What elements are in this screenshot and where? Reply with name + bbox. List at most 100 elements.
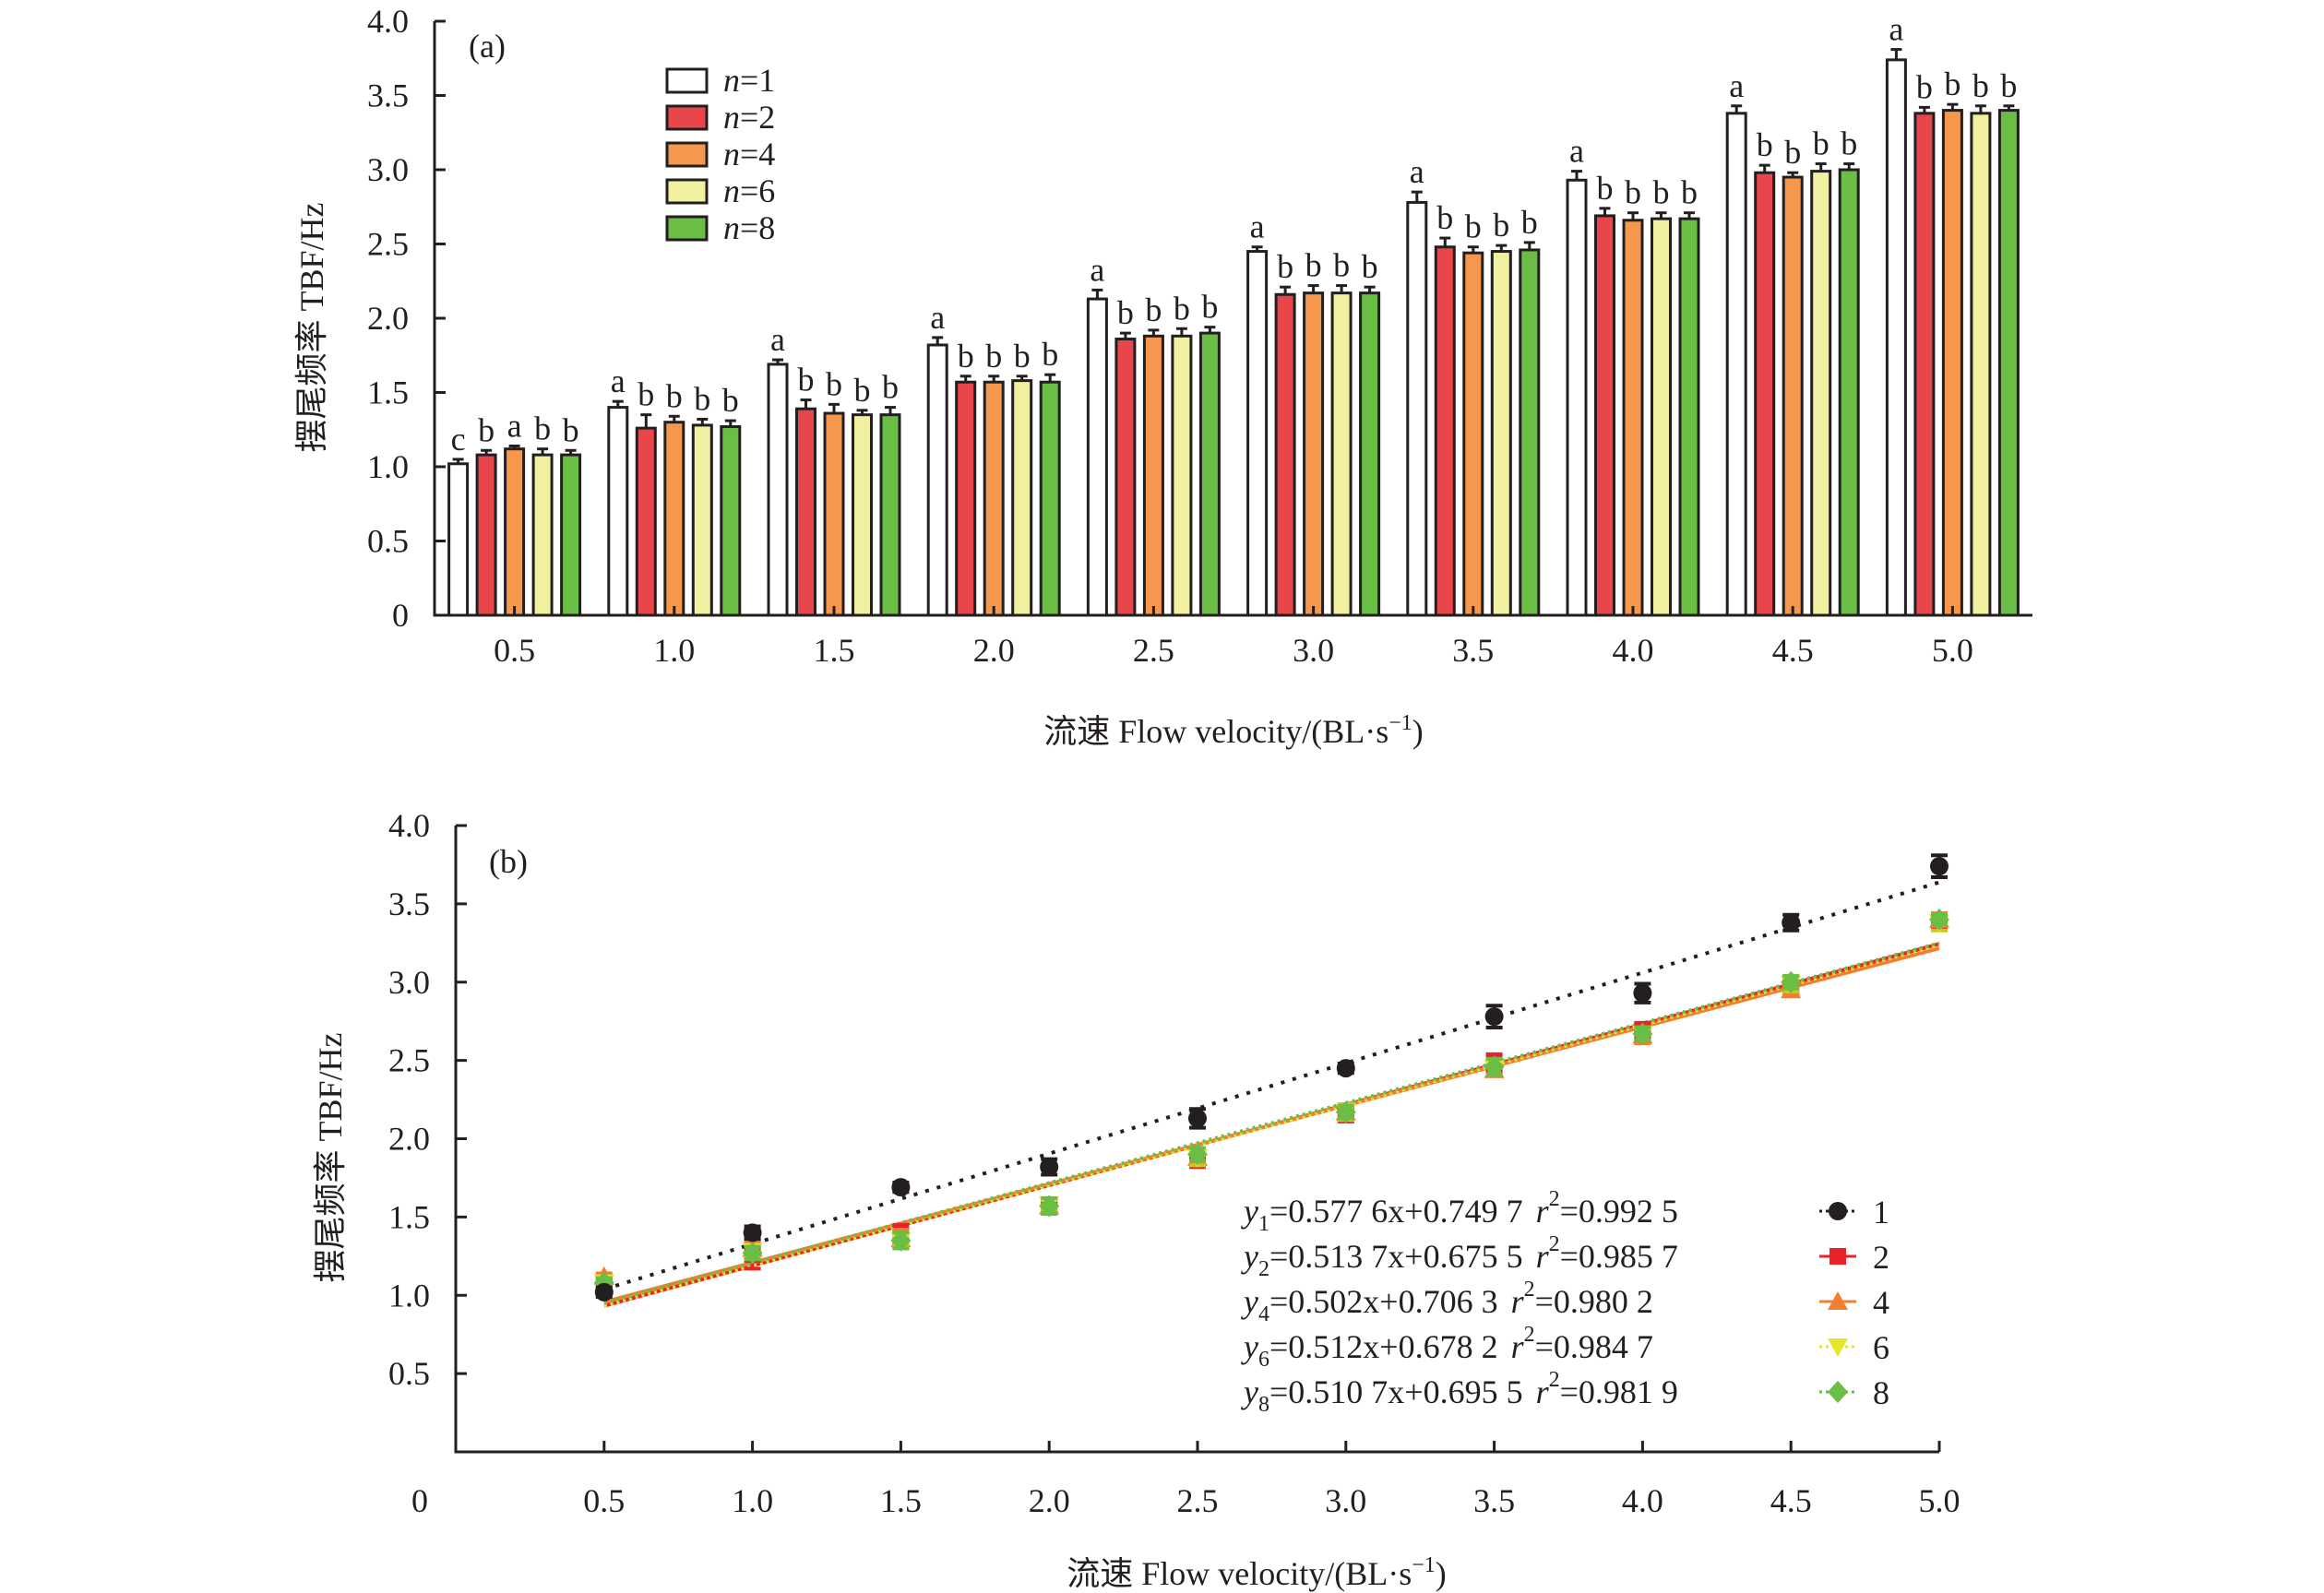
bar xyxy=(1434,245,1456,617)
panel-b-x-title-sup: −1 xyxy=(1412,1553,1436,1577)
significance-letter: b xyxy=(1465,208,1482,245)
legend-swatch xyxy=(665,141,709,168)
bar xyxy=(852,413,873,617)
significance-letter: b xyxy=(1117,294,1134,331)
significance-letter: a xyxy=(1090,251,1104,288)
panel-b-y-axis-title: 摆尾频率 TBF/Hz xyxy=(312,1032,349,1282)
panel-b-x-tick-label: 5.0 xyxy=(1919,1482,1961,1519)
panel-a-x-title-sup: −1 xyxy=(1388,711,1412,735)
significance-letter: b xyxy=(1042,336,1058,373)
panel-b-x-ticks: 0 0.5 1.0 1.5 2.0 2.5 3.0 3.5 4.0 4.5 5.0 xyxy=(411,1441,1961,1519)
panel-b-x-tick-label: 4.0 xyxy=(1622,1482,1663,1519)
significance-letter: b xyxy=(1362,248,1378,285)
panel-a-y-tick-label: 1.5 xyxy=(367,374,409,411)
bar xyxy=(635,426,657,617)
significance-letter: b xyxy=(666,377,683,414)
significance-letter: b xyxy=(2000,67,2017,104)
legend-marker xyxy=(1829,1202,1847,1220)
panel-b-y-tick-label: 2.0 xyxy=(388,1121,430,1158)
bar xyxy=(1810,170,1832,617)
significance-letter: b xyxy=(854,372,871,409)
equation-r2: =0.985 7 xyxy=(1560,1238,1678,1275)
legend-label-value: =6 xyxy=(740,172,775,209)
bar xyxy=(1651,217,1672,617)
panel-a-axes xyxy=(433,21,2032,617)
bar xyxy=(1039,380,1061,617)
panel-a-y-tick-label: 2.0 xyxy=(367,300,409,337)
equation-r2: =0.992 5 xyxy=(1560,1193,1678,1230)
equation-y: y xyxy=(1241,1373,1258,1410)
panel-a-x-tick-label: 4.5 xyxy=(1772,632,1814,669)
bar xyxy=(1594,214,1615,617)
bar xyxy=(1885,58,1907,617)
panel-b-y-ticks: 0.5 1.0 1.5 2.0 2.5 3.0 3.5 4.0 xyxy=(388,807,467,1392)
panel-a-x-title-end: ) xyxy=(1412,713,1424,750)
panel-a-bar-chart: (a) 00.51.01.52.02.53.03.54.0 c b a b ba b b b b… xyxy=(293,3,2032,750)
legend-label-n: n xyxy=(723,99,740,136)
significance-letter: b xyxy=(1014,338,1031,374)
bar xyxy=(795,407,816,617)
legend-label: n=6 xyxy=(723,172,775,209)
equation-superscript: 2 xyxy=(1549,1232,1560,1256)
panel-a-y-ticks: 0 0.5 1.0 1.5 2.0 2.5 3.0 3.5 4.0 xyxy=(367,3,446,634)
bar xyxy=(926,343,948,617)
equation-rhs: =0.512x+0.678 2 xyxy=(1269,1328,1498,1365)
legend-item: n=4 xyxy=(665,136,775,172)
significance-letter: b xyxy=(1757,126,1773,163)
panel-b-points xyxy=(593,853,1949,1302)
panel-a-x-ticks: 0.5 1.0 1.5 2.0 2.5 3.0 3.5 4.0 4.5 5.0 xyxy=(494,606,1973,669)
data-point xyxy=(891,1178,911,1197)
equation-rhs: =0.502x+0.706 3 xyxy=(1269,1283,1498,1320)
panel-b-y-tick-label: 0.5 xyxy=(388,1355,430,1392)
panel-b-x-tick-label: 3.5 xyxy=(1473,1482,1515,1519)
data-point xyxy=(1930,857,1949,876)
significance-letter: a xyxy=(1889,11,1903,48)
panel-b-x-title-main: 流速 Flow velocity/(BL·s xyxy=(1067,1555,1412,1592)
bar xyxy=(1754,171,1776,617)
legend-item: 4 xyxy=(1819,1284,1889,1321)
panel-b-y-tick-label: 2.5 xyxy=(388,1042,430,1079)
series-points-8 xyxy=(593,908,1949,1294)
significance-letter: b xyxy=(722,382,739,419)
panel-b-axes xyxy=(454,826,1939,1454)
equation-subscript: 6 xyxy=(1258,1348,1269,1372)
equation-r2: =0.984 7 xyxy=(1535,1328,1653,1365)
regression-equation: y4=0.502x+0.706 3 r2=0.980 2 xyxy=(1241,1278,1653,1326)
legend-item: n=8 xyxy=(665,209,775,246)
bar xyxy=(823,411,845,617)
data-point xyxy=(1039,1195,1060,1218)
bar xyxy=(1970,112,1992,617)
panel-a-x-tick-label: 2.5 xyxy=(1133,632,1174,669)
equation-superscript: 2 xyxy=(1524,1323,1535,1347)
data-point xyxy=(1335,1100,1356,1123)
panel-a-x-axis-title: 流速 Flow velocity/(BL·s−1) xyxy=(1043,711,1424,750)
panel-a-x-title-main: 流速 Flow velocity/(BL·s xyxy=(1043,713,1388,750)
significance-letter: b xyxy=(985,338,1002,374)
data-point xyxy=(1782,913,1801,933)
significance-letter: b xyxy=(1681,174,1698,211)
series-points-1 xyxy=(594,853,1949,1302)
significance-letter: b xyxy=(534,410,551,447)
bar xyxy=(663,421,685,617)
significance-letter: a xyxy=(1729,67,1744,104)
bar xyxy=(691,423,713,617)
series-points-6 xyxy=(593,912,1949,1293)
bar xyxy=(1838,168,1860,617)
legend-label: 6 xyxy=(1873,1329,1889,1366)
data-point xyxy=(1929,908,1949,931)
equation-subscript: 8 xyxy=(1258,1393,1269,1417)
panel-b-x-tick-label: 0.5 xyxy=(583,1482,625,1519)
panel-b-x-title-end: ) xyxy=(1436,1555,1447,1592)
significance-letter: b xyxy=(638,376,654,413)
panel-b-x-tick-label: 0 xyxy=(411,1482,428,1519)
bar xyxy=(475,453,497,617)
data-point xyxy=(743,1223,762,1242)
significance-letter: b xyxy=(1784,134,1801,171)
significance-letter: a xyxy=(770,321,785,358)
panel-a-y-tick-label: 0 xyxy=(392,597,409,634)
legend-item: 1 xyxy=(1819,1194,1889,1230)
legend-label-n: n xyxy=(723,209,740,246)
